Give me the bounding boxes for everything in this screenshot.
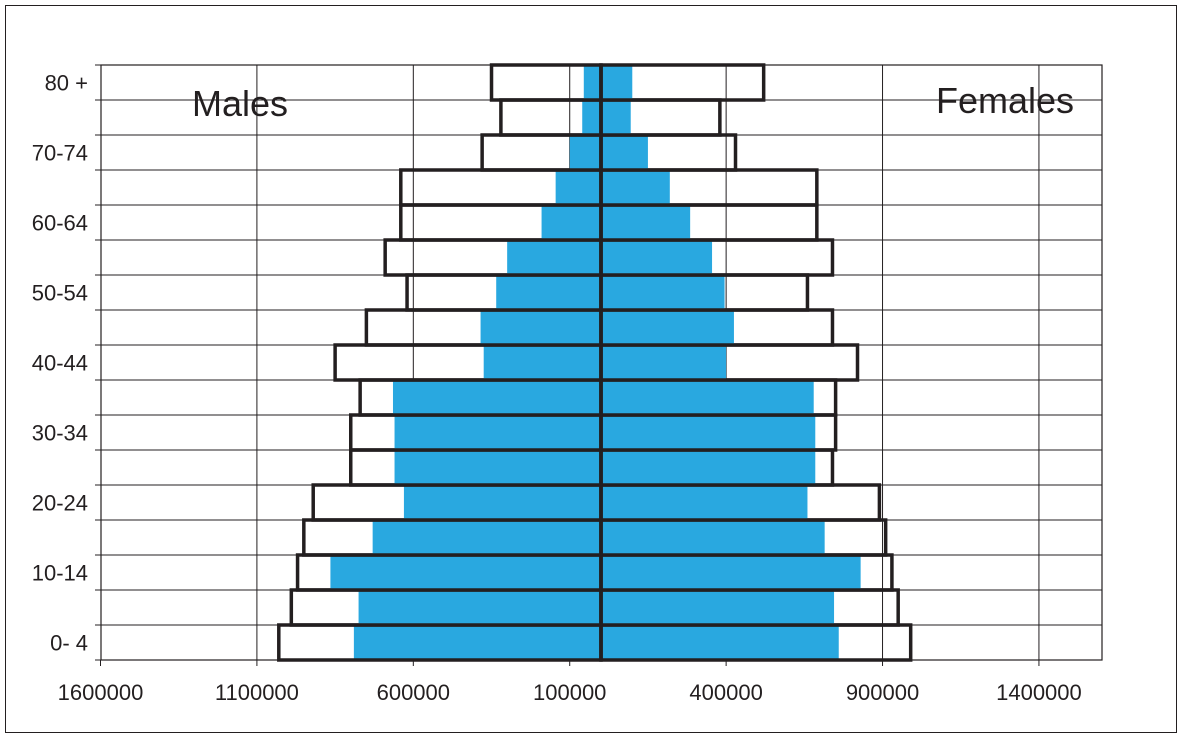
x-tick-label: 900000 (846, 680, 919, 705)
male-inner-bar (555, 170, 601, 205)
axis-layer: 1600000 1100000 600000 100000 400000 900000 14… (32, 64, 1082, 705)
male-inner-bar (507, 240, 601, 275)
x-tick-label: 1600000 (58, 680, 144, 705)
bars-layer (277, 63, 913, 662)
male-inner-bar (569, 135, 601, 170)
female-inner-bar (601, 625, 839, 660)
females-label: Females (936, 80, 1074, 121)
female-inner-bar (601, 555, 861, 590)
male-inner-bar (541, 205, 601, 240)
female-inner-bar (601, 100, 631, 135)
female-inner-bar (601, 310, 734, 345)
x-tick-label: 1100000 (215, 680, 299, 705)
male-inner-bar (582, 100, 601, 135)
male-inner-bar (483, 345, 601, 380)
x-tick-label: 100000 (533, 680, 606, 705)
y-tick-label: 50-54 (32, 281, 88, 306)
y-tick-label: 80 + (45, 71, 88, 96)
female-inner-bar (601, 380, 814, 415)
female-inner-bar (601, 170, 670, 205)
female-inner-bar (601, 240, 713, 275)
x-tick-label: 600000 (377, 680, 450, 705)
y-tick-label: 30-34 (32, 421, 88, 446)
male-inner-bar (372, 520, 601, 555)
male-inner-bar (358, 590, 601, 625)
y-tick-label: 0- 4 (50, 631, 88, 656)
female-inner-bar (601, 485, 808, 520)
y-tick-label: 60-64 (32, 211, 88, 236)
y-tick-label: 10-14 (32, 561, 88, 586)
y-tick-label: 20-24 (32, 491, 88, 516)
x-tick-label: 400000 (689, 680, 762, 705)
male-inner-bar (480, 310, 601, 345)
male-inner-bar (496, 275, 601, 310)
male-inner-bar (330, 555, 601, 590)
male-inner-bar (583, 65, 601, 100)
female-inner-bar (601, 415, 816, 450)
male-inner-bar (353, 625, 601, 660)
female-inner-bar (601, 520, 825, 555)
female-inner-bar (601, 450, 816, 485)
female-inner-bar (601, 590, 835, 625)
female-inner-bar (601, 205, 691, 240)
female-inner-bar (601, 275, 725, 310)
male-inner-bar (392, 380, 601, 415)
y-tick-label: 70-74 (32, 141, 88, 166)
y-tick-label: 40-44 (32, 351, 88, 376)
female-inner-bar (601, 65, 633, 100)
male-inner-bar (394, 415, 601, 450)
female-inner-bar (601, 345, 727, 380)
males-label: Males (192, 83, 288, 124)
male-inner-bar (403, 485, 601, 520)
x-tick-label: 1400000 (996, 680, 1082, 705)
female-inner-bar (601, 135, 648, 170)
male-inner-bar (394, 450, 601, 485)
